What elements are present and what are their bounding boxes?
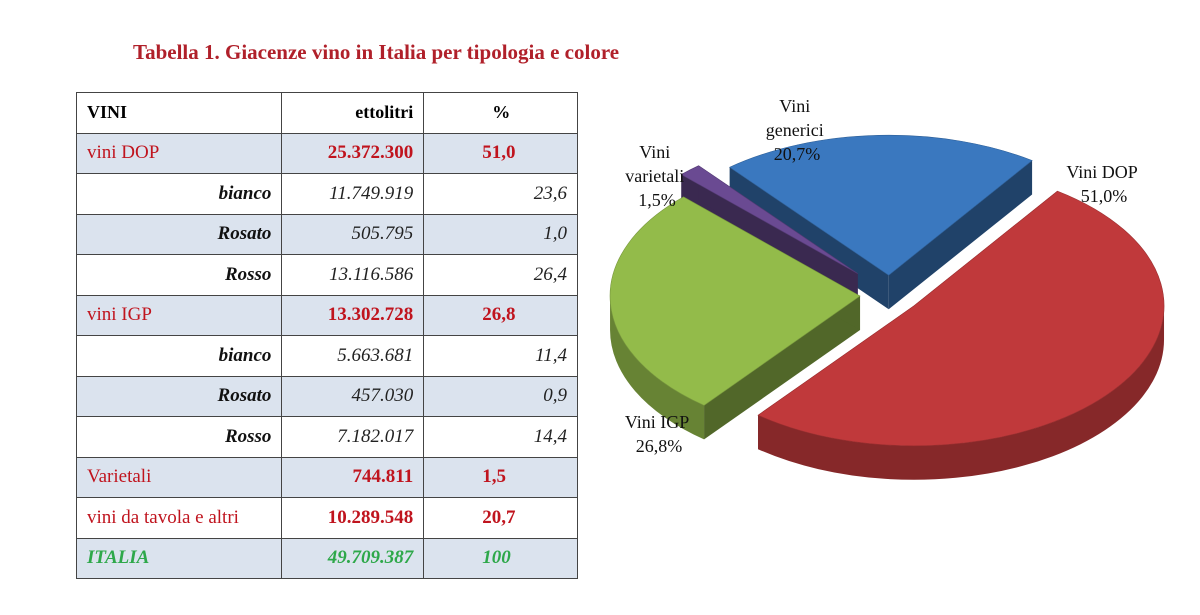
label-vini-varietali-name1: Vini <box>639 142 670 162</box>
header-vini: VINI <box>75 92 283 134</box>
row-label: ITALIA <box>75 537 283 579</box>
row-value: 5.663.681 <box>281 335 425 377</box>
row-value: 744.811 <box>281 456 425 498</box>
row-value: 25.372.300 <box>281 132 425 174</box>
table-title: Tabella 1. Giacenze vino in Italia per t… <box>133 40 620 64</box>
table-row: vini da tavola e altri 10.289.548 20,7 <box>75 497 578 539</box>
label-vini-generici-name1: Vini <box>779 96 810 116</box>
label-vini-varietali-pct: 1,5% <box>638 190 676 210</box>
label-vini-generici: Vini generici 20,7% <box>766 96 828 164</box>
row-value: 11.749.919 <box>281 173 425 215</box>
row-label: vini da tavola e altri <box>75 497 283 539</box>
table-row: vini DOP 25.372.300 51,0 <box>75 132 578 174</box>
header-ettolitri: ettolitri <box>281 92 425 134</box>
pie-slice-top <box>729 134 1033 276</box>
table-row: Rosato 457.030 0,9 <box>75 375 578 417</box>
row-value: 49.709.387 <box>281 537 425 579</box>
table-row: Rosato 505.795 1,0 <box>75 213 578 255</box>
pie-slice-vini-dop <box>757 190 1165 480</box>
table-row: Rosso 7.182.017 14,4 <box>75 416 578 458</box>
table-header-row: VINI ettolitri % <box>75 92 578 134</box>
row-percent: 1,0 <box>423 213 578 255</box>
row-percent: 20,7 <box>423 497 578 539</box>
row-label: Rosso <box>75 416 283 458</box>
row-label: Rosato <box>75 375 283 417</box>
label-vini-igp-name: Vini IGP <box>625 412 689 432</box>
pie-slice-side <box>758 305 1165 480</box>
row-percent: 26,8 <box>423 294 578 336</box>
row-label: vini DOP <box>75 132 283 174</box>
pie-slice-top <box>757 190 1165 447</box>
row-percent: 14,4 <box>423 416 578 458</box>
row-percent: 51,0 <box>423 132 578 174</box>
row-label: Varietali <box>75 456 283 498</box>
row-value: 13.302.728 <box>281 294 425 336</box>
label-vini-generici-name2: generici <box>766 120 824 140</box>
row-label: bianco <box>75 335 283 377</box>
table-total-row: ITALIA 49.709.387 100 <box>75 537 578 579</box>
pie-slice-side <box>610 295 705 440</box>
pie-slice-wall <box>704 295 861 440</box>
row-label: Rosato <box>75 213 283 255</box>
label-vini-varietali: Vini varietali 1,5% <box>625 142 688 210</box>
pie-slice-vini-igp <box>609 196 861 440</box>
label-vini-igp-pct: 26,8% <box>636 436 683 456</box>
header-percent: % <box>423 92 578 134</box>
table-row: Rosso 13.116.586 26,4 <box>75 254 578 296</box>
row-percent: 1,5 <box>423 456 578 498</box>
label-vini-dop-pct: 51,0% <box>1081 186 1128 206</box>
pie-chart: Vini DOP 51,0% Vini IGP 26,8% Vini varie… <box>609 96 1165 480</box>
row-label: vini IGP <box>75 294 283 336</box>
pie-slice-top <box>680 165 858 274</box>
label-vini-dop: Vini DOP 51,0% <box>1066 162 1141 206</box>
label-vini-dop-name: Vini DOP <box>1066 162 1137 182</box>
table-row: bianco 5.663.681 11,4 <box>75 335 578 377</box>
row-value: 7.182.017 <box>281 416 425 458</box>
row-percent: 0,9 <box>423 375 578 417</box>
pie-slice-top <box>609 196 861 406</box>
pie-slice-wall <box>888 160 1033 310</box>
row-value: 13.116.586 <box>281 254 425 296</box>
label-vini-generici-pct: 20,7% <box>774 144 821 164</box>
label-vini-varietali-name2: varietali <box>625 166 684 186</box>
table-row: bianco 11.749.919 23,6 <box>75 173 578 215</box>
row-value: 457.030 <box>281 375 425 417</box>
row-percent: 26,4 <box>423 254 578 296</box>
row-value: 10.289.548 <box>281 497 425 539</box>
row-percent: 23,6 <box>423 173 578 215</box>
wine-stock-table: VINI ettolitri % vini DOP 25.372.300 51,… <box>75 92 578 579</box>
row-label: Rosso <box>75 254 283 296</box>
row-percent: 100 <box>423 537 578 579</box>
label-vini-igp: Vini IGP 26,8% <box>625 412 693 456</box>
table-row: vini IGP 13.302.728 26,8 <box>75 294 578 336</box>
row-value: 505.795 <box>281 213 425 255</box>
row-label: bianco <box>75 173 283 215</box>
table-row: Varietali 744.811 1,5 <box>75 456 578 498</box>
row-percent: 11,4 <box>423 335 578 377</box>
